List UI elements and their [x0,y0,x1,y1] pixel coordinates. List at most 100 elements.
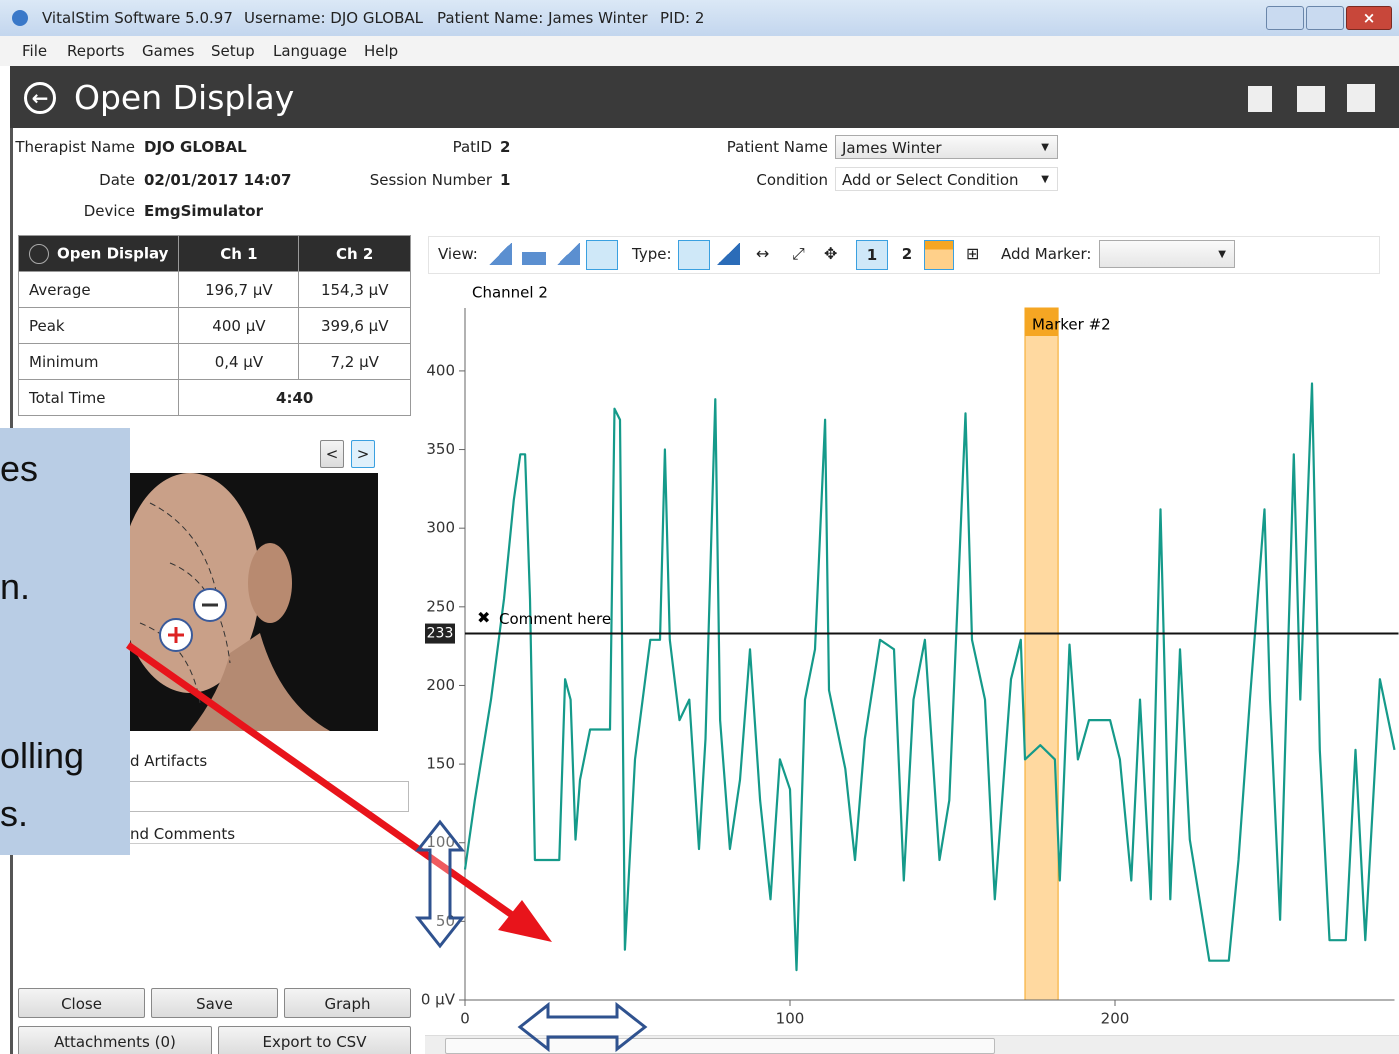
value: 2 [500,138,511,156]
title-bar [0,0,1399,36]
toolbar-label: Add Marker: [1001,245,1092,263]
channel-2-toggle[interactable]: 2 [901,245,913,263]
data-line [463,382,1396,972]
view-icon[interactable] [488,243,512,265]
cell: 4:40 [178,379,411,416]
y-tick-label: 0 µV [421,991,456,1009]
y-tick-label: 100 [426,833,455,851]
value: DJO GLOBAL [144,138,247,156]
x-tick-label: 0 [460,1010,470,1028]
threshold-badge [425,623,455,644]
header-bar [10,66,1399,128]
patient-dropdown[interactable]: James Winter ▼ [835,135,1058,159]
callout-text: es [0,448,39,489]
ear [248,543,292,623]
label: Patient Name [726,138,828,156]
cell: Average [17,271,180,308]
header-cell: Open Display [17,235,180,272]
menu-item[interactable]: Games [142,42,195,60]
label: PatID [452,138,492,156]
x-tick-label: 200 [1101,1010,1130,1028]
condition-dropdown[interactable]: Add or Select Condition ▼ [835,167,1058,191]
type-icon[interactable] [716,243,740,265]
app-icon [12,10,28,26]
value: 1 [500,171,511,189]
next-image[interactable]: > [351,440,375,468]
view-icon[interactable] [556,243,580,265]
y-tick-label: 50 [436,912,455,930]
fit-icon[interactable]: ↔ [756,244,770,263]
label: Condition [756,171,828,189]
marker-band [1024,307,1059,1001]
view-icon-active[interactable] [586,240,618,270]
header-text: Open Display [57,244,169,262]
label: Device [83,202,135,220]
value: 02/01/2017 14:07 [144,171,292,189]
username: Username: DJO GLOBAL [244,9,423,27]
minimize-button[interactable] [1266,6,1304,30]
channel-1-toggle[interactable]: 1 [856,240,888,270]
menu-item[interactable]: Help [364,42,399,60]
print-icon[interactable] [1248,86,1272,112]
zoom-icon[interactable]: ⤢ [792,244,805,263]
callout-box [0,428,130,855]
toolbar-label: Type: [632,245,672,263]
y-tick-label: 200 [426,676,455,694]
stats-table: Open Display Ch 1 Ch 2 Average 196,7 µV 154,… [17,235,411,416]
y-tick-label: 150 [426,755,455,773]
chart-title: Channel 2 [472,284,548,302]
pid-title: PID: 2 [660,9,705,27]
callout-text: olling [0,735,85,776]
back-button[interactable]: ← [24,82,56,114]
save-icon[interactable] [1347,84,1375,112]
menu-item[interactable]: Language [273,42,348,60]
label: Date [99,171,135,189]
restore-button[interactable] [1306,6,1344,30]
scroll-thumb[interactable] [445,1038,995,1054]
marker-head [1024,308,1059,336]
header-cell: Ch 1 [178,235,300,272]
close-window-button[interactable]: × [1346,6,1392,30]
label: Session Number [369,171,492,189]
export-button[interactable]: Export to CSV [218,1026,411,1054]
close-button[interactable]: Close [18,988,145,1018]
save-button[interactable]: Save [151,988,278,1018]
print-icon[interactable] [1297,86,1325,112]
patient-title: Patient Name: James Winter [437,9,648,27]
marker-toggle[interactable] [924,240,954,270]
menu-item[interactable]: Setup [211,42,255,60]
menu-bar [0,36,1399,66]
graph-button[interactable]: Graph [284,988,411,1018]
prev-image[interactable]: < [320,440,344,468]
cell: Total Time [17,379,180,416]
plus-sign [168,627,184,643]
view-icon[interactable] [522,243,546,265]
threshold-label: 233 [427,626,454,642]
page-title: Open Display [74,78,295,117]
value: EmgSimulator [144,202,264,220]
value: James Winter [842,139,942,157]
callout-text: s. [0,793,29,834]
marker-label: Marker #2 [1032,316,1111,334]
comment-close: ✖ [477,608,490,627]
y-tick-label: 350 [426,440,455,458]
attachments-button[interactable]: Attachments (0) [18,1026,212,1054]
add-marker-icon[interactable]: ⊞ [966,244,980,263]
y-tick-label: 250 [426,597,455,615]
app-name: VitalStim Software 5.0.97 [42,9,233,27]
plot-area [465,308,1395,1000]
comment-text: Comment here [499,610,611,628]
menu-item[interactable]: Reports [67,42,125,60]
toolbar-label: View: [438,245,478,263]
menu-item[interactable]: File [22,42,48,60]
x-tick-label: 100 [776,1010,805,1028]
header-cell: Ch 2 [298,235,411,272]
cell: 399,6 µV [298,307,411,344]
auto-icon[interactable]: ✥ [824,244,838,263]
value: Add or Select Condition [842,171,1019,189]
label: Therapist Name [15,138,135,156]
marker-dropdown[interactable]: ▼ [1099,240,1235,268]
cell: 154,3 µV [298,271,411,308]
type-icon-active[interactable] [678,240,710,270]
